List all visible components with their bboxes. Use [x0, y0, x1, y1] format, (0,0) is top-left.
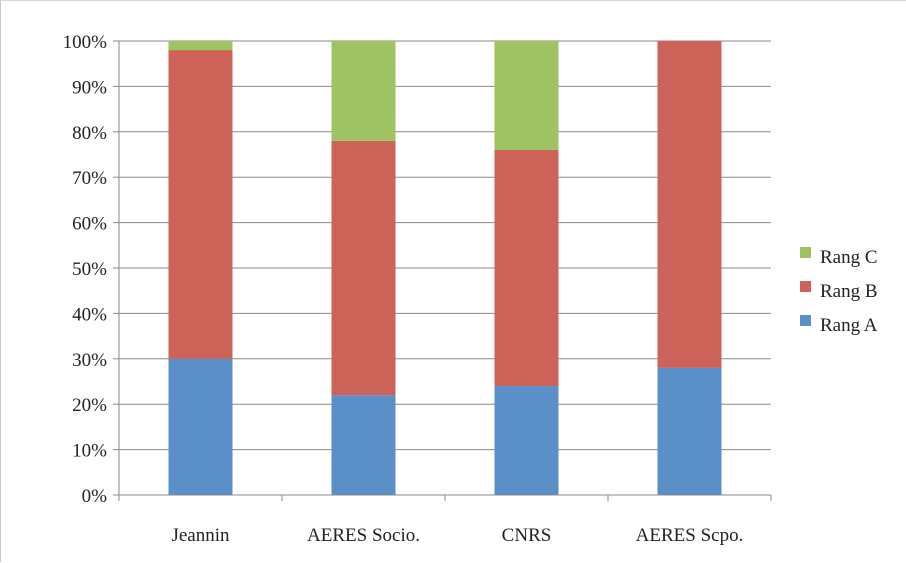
legend-item-rang-a: Rang A	[800, 315, 878, 336]
x-tick-label: AERES Scpo.	[636, 525, 744, 546]
y-tick-label: 80%	[72, 123, 107, 144]
x-tick-label: CNRS	[502, 525, 552, 546]
y-tick-label: 60%	[72, 214, 107, 235]
y-tick-label: 10%	[72, 441, 107, 462]
legend-item-rang-c: Rang C	[800, 247, 878, 268]
y-tick-label: 20%	[72, 395, 107, 416]
bar-segment-rang-b	[494, 149, 559, 387]
axes	[113, 40, 772, 501]
y-tick-label: 90%	[72, 77, 107, 98]
legend-label: Rang A	[820, 315, 878, 336]
bar-segment-rang-c	[331, 41, 396, 141]
bar-segment-rang-c	[494, 41, 559, 150]
legend-swatch	[800, 315, 811, 326]
y-tick-label: 70%	[72, 168, 107, 189]
y-tick-label: 40%	[72, 304, 107, 325]
legend-label: Rang B	[820, 281, 878, 302]
y-tick-label: 30%	[72, 350, 107, 371]
bar-segment-rang-c	[168, 41, 233, 51]
legend-swatch	[800, 247, 811, 258]
x-tick-label: Jeannin	[171, 525, 230, 546]
legend-item-rang-b: Rang B	[800, 281, 878, 302]
bar-segment-rang-a	[657, 367, 722, 495]
bars	[168, 41, 722, 495]
bar-segment-rang-a	[494, 386, 559, 495]
bar-segment-rang-b	[331, 140, 396, 396]
legend-label: Rang C	[820, 247, 878, 268]
y-tick-label: 0%	[82, 486, 108, 507]
bar-segment-rang-b	[168, 50, 233, 359]
y-tick-labels: 0% 10% 20% 30% 40% 50% 60% 70% 80% 90% 100%	[63, 32, 108, 507]
x-tick-label: AERES Socio.	[307, 525, 420, 546]
bar-segment-rang-a	[331, 395, 396, 495]
y-tick-label: 100%	[63, 32, 108, 53]
legend-swatch	[800, 281, 811, 292]
bar-segment-rang-a	[168, 358, 233, 495]
x-tick-labels: Jeannin AERES Socio. CNRS AERES Scpo.	[171, 525, 743, 546]
bar-segment-rang-b	[657, 41, 722, 368]
y-tick-label: 50%	[72, 259, 107, 280]
legend: Rang C Rang B Rang A	[800, 247, 878, 336]
